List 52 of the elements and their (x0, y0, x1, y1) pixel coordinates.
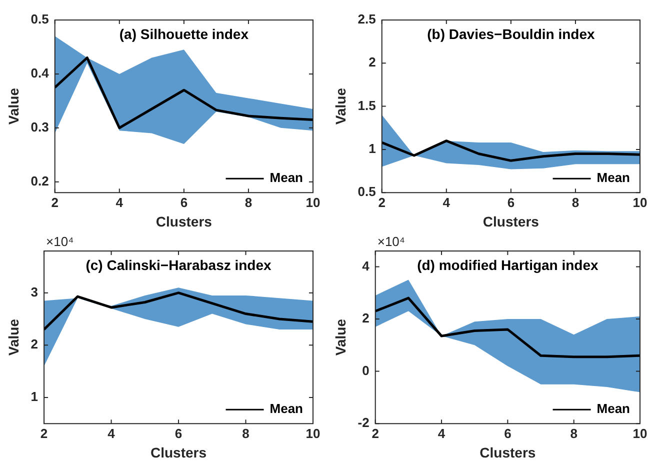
y-tick-label: 1.5 (358, 98, 376, 113)
x-tick-label: 8 (570, 426, 578, 441)
x-tick-label: 8 (572, 194, 580, 210)
y-tick-label: 2 (362, 310, 370, 326)
y-tick-label: 0.2 (30, 173, 49, 188)
y-axis-title: Value (332, 88, 348, 125)
x-tick-label: 10 (632, 194, 648, 210)
legend-label: Mean (596, 401, 630, 416)
y-tick-label: 2.5 (358, 12, 376, 27)
y-axis-title: Value (332, 318, 348, 356)
y-tick-label: 0.5 (30, 12, 49, 27)
y-tick-label: 4 (362, 258, 370, 274)
x-tick-label: 6 (504, 426, 512, 441)
text: ×10⁴ (377, 234, 405, 250)
x-axis-title: Clusters (480, 444, 536, 460)
chart-title: (c) Calinski−Harabasz index (86, 256, 272, 273)
x-tick-label: 2 (51, 194, 58, 210)
x-tick-label: 4 (116, 194, 124, 210)
x-tick-label: 8 (244, 194, 252, 210)
y-tick-label: 2 (30, 336, 38, 352)
x-tick-label: 6 (180, 194, 188, 210)
y-tick-label: 0.5 (358, 184, 376, 200)
x-tick-label: 10 (306, 426, 320, 441)
y-tick-label: 0.4 (30, 66, 50, 81)
legend-label: Mean (270, 401, 304, 416)
x-tick-label: 4 (442, 194, 451, 210)
legend-label: Mean (596, 170, 630, 186)
x-tick-label: 4 (438, 426, 446, 441)
x-axis-title: Clusters (150, 444, 207, 460)
x-axis-title: Clusters (156, 213, 212, 230)
y-tick-label: 0 (362, 362, 370, 378)
chart-title: (d) modified Hartigan index (417, 256, 599, 273)
x-tick-label: 6 (507, 194, 515, 210)
y-tick-label: 1 (368, 141, 376, 156)
y-axis-title: Value (5, 318, 22, 356)
y-tick-label: 3 (30, 284, 38, 300)
x-tick-label: 6 (174, 426, 182, 441)
y-tick-label: 2 (368, 54, 376, 70)
chart-title: (a) Silhouette index (119, 26, 249, 42)
legend-label: Mean (270, 170, 304, 186)
y-axis-title: Value (5, 88, 22, 125)
y-tick-label: 1 (30, 389, 38, 404)
x-tick-label: 10 (632, 426, 648, 441)
x-tick-label: 8 (242, 426, 250, 441)
y-tick-label: -2 (358, 415, 370, 430)
text: ×10⁴ (46, 234, 74, 250)
y-tick-label: 0.3 (30, 119, 49, 134)
x-tick-label: 4 (108, 426, 116, 441)
x-tick-label: 10 (306, 194, 320, 210)
x-axis-title: Clusters (482, 213, 540, 230)
chart-title: (b) Davies−Bouldin index (427, 26, 595, 42)
x-tick-label: 2 (378, 194, 386, 210)
